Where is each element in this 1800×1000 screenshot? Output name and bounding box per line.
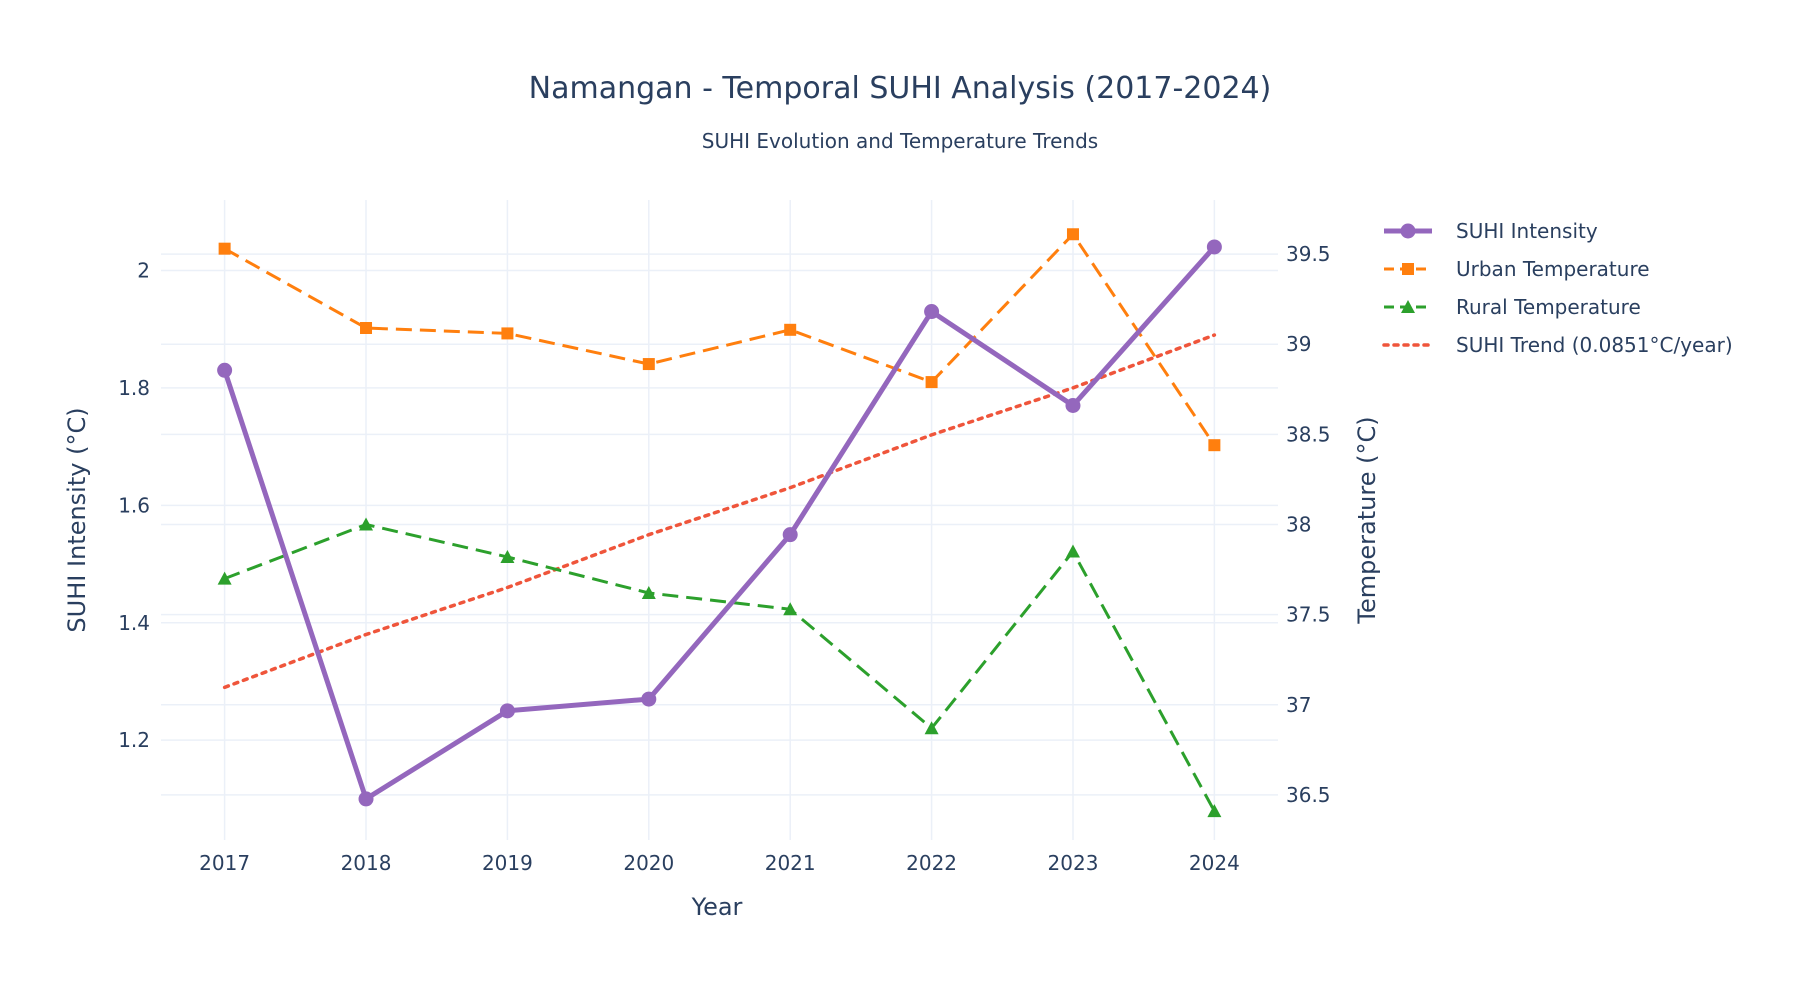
data-point [924, 721, 939, 735]
data-point [360, 322, 373, 334]
series-suhi-trend-c-year [222, 333, 1217, 690]
series-rural-temperature [217, 517, 1222, 818]
data-point [784, 323, 797, 336]
data-point [925, 376, 938, 389]
y2-tick-label: 39.5 [1286, 242, 1331, 266]
data-point [1066, 228, 1079, 241]
legend-item[interactable]: SUHI Intensity [1384, 219, 1598, 243]
data-point [501, 327, 514, 340]
series-line [223, 232, 1216, 447]
data-point [218, 242, 231, 255]
legend-label: Urban Temperature [1456, 257, 1650, 281]
data-point [782, 527, 798, 543]
legend-item[interactable]: Rural Temperature [1384, 295, 1641, 319]
data-point [217, 571, 232, 585]
y2-tick-label: 37.5 [1286, 603, 1331, 627]
legend-label: Rural Temperature [1456, 295, 1641, 319]
series-layer [217, 228, 1222, 818]
data-point [641, 586, 656, 600]
series-line [224, 523, 1216, 812]
y-tick-label: 1.2 [118, 728, 150, 752]
series-line [222, 333, 1217, 690]
x-axis-title: Year [691, 893, 743, 921]
legend-marker [1400, 223, 1416, 239]
legend-item[interactable]: SUHI Trend (0.0851°C/year) [1382, 333, 1733, 357]
x-tick-label: 2024 [1189, 851, 1240, 875]
data-point [1208, 439, 1221, 452]
legend-label: SUHI Intensity [1456, 219, 1598, 243]
axes-layer: 2017 2018 2019 2020 2021 2022 2023 2024 1.2 1.4 1.… [118, 242, 1330, 875]
series-line [222, 245, 1217, 802]
data-point [641, 691, 657, 707]
data-point [642, 358, 655, 371]
series-suhi-intensity [217, 239, 1222, 807]
data-point [499, 703, 515, 719]
chart-title: Namangan - Temporal SUHI Analysis (2017-… [529, 71, 1272, 106]
data-point [1065, 544, 1080, 558]
legend-marker [1401, 300, 1415, 313]
data-point [783, 602, 798, 616]
legend[interactable]: SUHI Intensity Urban Temperature Rural Tem… [1382, 219, 1733, 357]
legend-marker [1402, 263, 1414, 275]
data-point [358, 791, 374, 807]
data-point [1065, 398, 1081, 414]
grid-layer [161, 200, 1278, 840]
y2-tick-label: 36.5 [1286, 783, 1331, 807]
y2-axis-title: Temperature (°C) [1353, 416, 1381, 624]
data-point [1207, 804, 1222, 818]
data-point [1206, 239, 1222, 255]
series-urban-temperature [218, 228, 1221, 452]
y-axis-title: SUHI Intensity (°C) [63, 407, 91, 632]
data-point [359, 517, 374, 531]
x-tick-label: 2018 [341, 851, 392, 875]
x-tick-label: 2019 [482, 851, 533, 875]
data-point [924, 304, 940, 320]
x-tick-label: 2020 [623, 851, 674, 875]
x-tick-label: 2022 [906, 851, 957, 875]
y-tick-label: 1.6 [118, 493, 150, 517]
legend-label: SUHI Trend (0.0851°C/year) [1456, 333, 1733, 357]
y2-tick-label: 37 [1286, 693, 1311, 717]
y2-tick-label: 38.5 [1286, 422, 1331, 446]
data-point [217, 362, 233, 378]
y2-tick-label: 39 [1286, 332, 1311, 356]
y-tick-label: 1.4 [118, 611, 150, 635]
data-point [500, 549, 515, 563]
x-tick-label: 2017 [199, 851, 250, 875]
x-tick-label: 2021 [765, 851, 816, 875]
y-tick-label: 1.8 [118, 376, 150, 400]
legend-item[interactable]: Urban Temperature [1384, 257, 1650, 281]
chart-subtitle: SUHI Evolution and Temperature Trends [702, 129, 1098, 153]
y-tick-label: 2 [137, 258, 150, 282]
y2-tick-label: 38 [1286, 513, 1311, 537]
x-tick-label: 2023 [1048, 851, 1099, 875]
